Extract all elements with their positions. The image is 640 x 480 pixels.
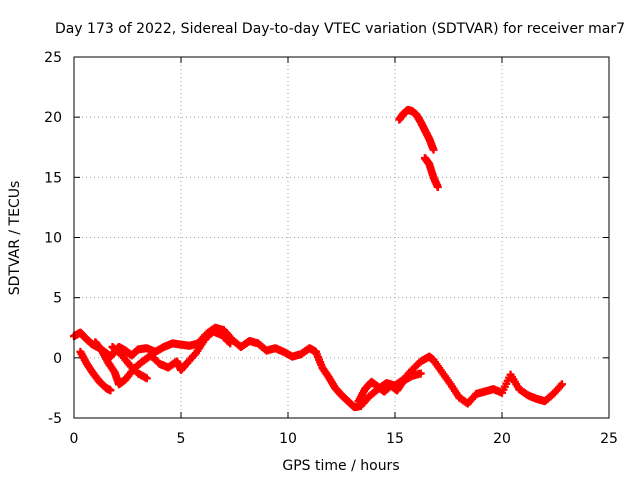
- data-point: [429, 145, 438, 154]
- y-axis-label: SDTVAR / TECUs: [7, 181, 23, 296]
- data-point: [416, 369, 425, 378]
- data-point: [106, 386, 115, 395]
- data-point: [224, 337, 233, 346]
- y-tick-label: 0: [53, 351, 62, 367]
- data-point: [433, 182, 442, 191]
- series-track-e: [311, 347, 566, 412]
- x-tick-label: 20: [493, 431, 511, 447]
- plot-frame: [73, 56, 610, 419]
- x-tick-label: 0: [70, 431, 79, 447]
- chart-title: Day 173 of 2022, Sidereal Day-to-day VTE…: [55, 21, 625, 37]
- data-point: [226, 339, 235, 348]
- series-track-d: [108, 343, 151, 383]
- x-tick-label: 10: [279, 431, 297, 447]
- data-point: [557, 380, 566, 389]
- series-track-h: [420, 154, 442, 191]
- series-track-c: [91, 327, 235, 389]
- x-tick-label: 5: [177, 431, 186, 447]
- series-track-g: [395, 105, 438, 154]
- y-tick-label: 25: [44, 50, 62, 66]
- tick-labels: 0 5 10 15 20 25 -5 0 5 10 15 20 25: [44, 50, 618, 447]
- x-tick-label: 15: [386, 431, 404, 447]
- x-tick-label: 25: [600, 431, 618, 447]
- data-points: [70, 105, 566, 412]
- series-track-b: [76, 347, 115, 395]
- y-tick-label: 5: [53, 291, 62, 307]
- series-track-f: [354, 369, 425, 406]
- x-axis-label: GPS time / hours: [282, 458, 399, 474]
- data-point: [142, 374, 151, 383]
- y-tick-label: 20: [44, 110, 62, 126]
- y-tick-label: 10: [44, 231, 62, 247]
- y-tick-label: -5: [48, 411, 62, 427]
- y-tick-label: 15: [44, 170, 62, 186]
- grid-lines: [74, 57, 609, 418]
